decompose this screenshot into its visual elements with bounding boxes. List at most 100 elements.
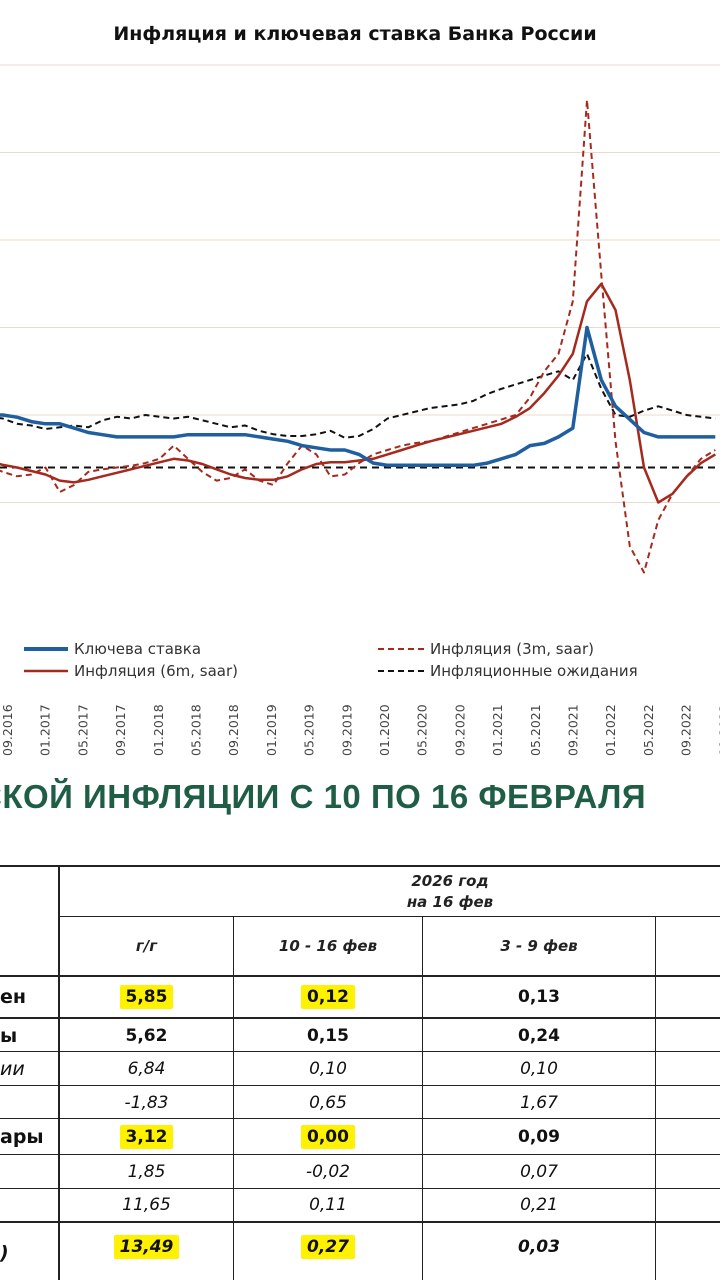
- cell-value: 0,10: [309, 1059, 347, 1079]
- cell-value: 6,84: [127, 1059, 166, 1079]
- cell-current-week: 0,27: [234, 1235, 422, 1259]
- chart-x-tick-labels: 09.2016 01.2017 05.2017 09.2017 01.2018 05.20…: [0, 704, 720, 756]
- cell-previous-week: 0,21: [423, 1193, 655, 1217]
- cell-value: 1,67: [520, 1093, 558, 1113]
- x-tick-label: 01.2021: [490, 704, 505, 756]
- table-divider-header: [0, 975, 720, 977]
- table-row-line-1: [0, 1017, 720, 1019]
- cell-previous-week: 0,09: [423, 1125, 655, 1149]
- col-header-previous-week: 3 - 9 фев: [500, 937, 578, 955]
- cell-current-week: 0,10: [234, 1057, 422, 1081]
- cell-previous-week: 0,07: [423, 1160, 655, 1184]
- x-tick-label: 09.2016: [0, 704, 15, 756]
- cell-value: 0,27: [301, 1235, 355, 1259]
- section-title: СКОЙ ИНФЛЯЦИИ С 10 ПО 16 ФЕВРАЛЯ: [0, 778, 647, 815]
- cell-value: 5,62: [125, 1026, 168, 1046]
- cell-current-week: 0,00: [234, 1125, 422, 1149]
- cell-value: 0,21: [520, 1195, 558, 1215]
- cell-value: 1,85: [127, 1162, 166, 1182]
- series-expectations: [0, 352, 716, 439]
- cell-current-week: 0,15: [234, 1024, 422, 1048]
- row-label: ары: [0, 1126, 44, 1148]
- table-border-top: [0, 865, 720, 867]
- x-tick-label: 05.2017: [75, 704, 90, 756]
- x-tick-label: 01.2018: [151, 704, 166, 756]
- table-divider-subheader: [60, 916, 720, 917]
- table-row-line-4: [0, 1118, 720, 1119]
- cell-value: 0,09: [518, 1127, 560, 1147]
- legend-inflation-6m: Инфляция (6m, saar): [74, 662, 238, 680]
- x-tick-label: 09.2022: [679, 704, 694, 756]
- cell-value: 0,00: [301, 1125, 355, 1149]
- cell-value: 0,10: [520, 1059, 558, 1079]
- cell-yoy: 5,62: [60, 1024, 233, 1048]
- legend-expectations: Инфляционные ожидания: [430, 662, 638, 680]
- cell-previous-week: 0,03: [423, 1235, 655, 1259]
- table-divider-col2: [422, 916, 423, 1280]
- x-tick-label: 01.2022: [603, 704, 618, 756]
- x-tick-label: 01.2023: [716, 704, 720, 756]
- cell-value: 0,12: [301, 985, 355, 1009]
- table-row-line-6: [0, 1188, 720, 1189]
- cell-current-week: 0,65: [234, 1091, 422, 1115]
- table-row-line-2: [0, 1051, 720, 1052]
- cell-yoy: 1,85: [60, 1160, 233, 1184]
- col-header-current-week: 10 - 16 фев: [278, 937, 378, 955]
- inflation-table: 2026 год на 16 фев г/г 10 - 16 фев 3 - 9…: [0, 865, 720, 1280]
- cell-value: 13,49: [113, 1235, 180, 1259]
- cell-current-week: 0,12: [234, 985, 422, 1009]
- table-divider-col1: [233, 916, 234, 1280]
- chart-gridlines: [0, 64, 720, 503]
- cell-yoy: 11,65: [60, 1193, 233, 1217]
- x-tick-label: 09.2018: [226, 704, 241, 756]
- series-key-rate: [0, 325, 716, 468]
- cell-yoy: -1,83: [60, 1091, 233, 1115]
- cell-value: 3,12: [119, 1125, 174, 1149]
- cell-value: -0,02: [306, 1162, 350, 1182]
- cell-value: 0,11: [309, 1195, 347, 1215]
- chart-title: Инфляция и ключевая ставка Банка России: [113, 23, 596, 45]
- cell-previous-week: 0,13: [423, 985, 655, 1009]
- inflation-chart: Инфляция и ключевая ставка Банка России …: [0, 23, 720, 756]
- cell-value: 0,07: [520, 1162, 558, 1182]
- row-label: ы: [0, 1025, 18, 1047]
- cell-yoy: 3,12: [60, 1125, 233, 1149]
- chart-series: [0, 99, 720, 574]
- chart-legend: Ключева ставка Инфляция (3m, saar) Инфля…: [24, 640, 638, 680]
- cell-value: 0,13: [518, 987, 560, 1007]
- cell-previous-week: 0,24: [423, 1024, 655, 1048]
- cell-current-week: -0,02: [234, 1160, 422, 1184]
- x-tick-label: 01.2020: [377, 704, 392, 756]
- x-tick-label: 05.2021: [528, 704, 543, 756]
- table-row-line-7: [0, 1221, 720, 1223]
- cell-current-week: 0,11: [234, 1193, 422, 1217]
- table-divider-col3: [655, 916, 656, 1280]
- cell-previous-week: 0,10: [423, 1057, 655, 1081]
- col-header-yoy: г/г: [135, 937, 158, 955]
- row-label: ен: [0, 986, 27, 1008]
- cell-yoy: 13,49: [60, 1235, 233, 1259]
- table-row-line-5: [0, 1154, 720, 1155]
- table-header-date: на 16 фев: [406, 893, 494, 911]
- table-header-year: 2026 год: [411, 872, 489, 890]
- cell-value: 5,85: [119, 985, 174, 1009]
- cell-previous-week: 1,67: [423, 1091, 655, 1115]
- x-tick-label: 09.2019: [339, 704, 354, 756]
- x-tick-label: 05.2020: [415, 704, 430, 756]
- x-tick-label: 05.2022: [641, 704, 656, 756]
- x-tick-label: 05.2019: [302, 704, 317, 756]
- cell-value: 0,15: [307, 1026, 349, 1046]
- cell-value: 0,03: [518, 1237, 560, 1257]
- legend-key-rate: Ключева ставка: [74, 640, 201, 658]
- legend-inflation-3m: Инфляция (3m, saar): [430, 640, 594, 658]
- x-tick-label: 09.2021: [566, 704, 581, 756]
- x-tick-label: 09.2020: [452, 704, 467, 756]
- cell-value: 11,65: [122, 1195, 171, 1215]
- cell-yoy: 5,85: [60, 985, 233, 1009]
- table-row-line-3: [0, 1085, 720, 1086]
- series-inflation-6m: [0, 282, 716, 504]
- x-tick-label: 01.2017: [38, 704, 53, 756]
- x-tick-label: 01.2019: [264, 704, 279, 756]
- x-tick-label: 09.2017: [113, 704, 128, 756]
- cell-value: 0,65: [309, 1093, 347, 1113]
